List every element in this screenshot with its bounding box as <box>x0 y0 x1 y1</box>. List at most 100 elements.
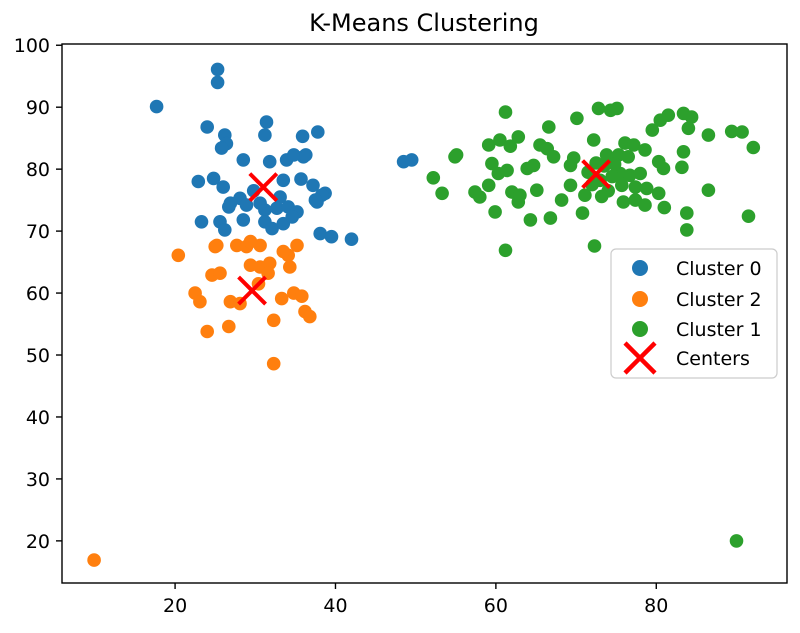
data-point-cluster-1 <box>639 181 654 196</box>
data-point-cluster-0 <box>265 221 279 236</box>
data-point-cluster-1 <box>638 143 652 157</box>
data-point-cluster-1 <box>566 151 581 165</box>
data-point-cluster-0 <box>216 180 230 194</box>
data-point-cluster-0 <box>236 153 251 167</box>
data-point-cluster-0 <box>206 171 221 186</box>
legend-label-centers: Centers <box>676 348 750 370</box>
legend-label-cluster-1: Cluster 1 <box>676 319 762 341</box>
data-point-cluster-0 <box>210 75 225 90</box>
data-point-cluster-0 <box>262 154 277 169</box>
data-point-cluster-1 <box>591 101 606 116</box>
data-point-cluster-1 <box>615 178 629 193</box>
x-axis-tick-label: 60 <box>484 595 508 617</box>
data-point-cluster-1 <box>656 161 671 176</box>
data-point-cluster-2 <box>266 356 281 371</box>
data-point-cluster-1 <box>594 189 609 204</box>
data-point-cluster-0 <box>285 210 300 224</box>
x-axis-tick-label: 40 <box>323 595 347 617</box>
data-point-cluster-1 <box>680 206 694 220</box>
data-point-cluster-1 <box>546 150 561 164</box>
data-point-cluster-2 <box>274 291 289 306</box>
axes-layer: 20 40 60 80 20 30 40 50 60 70 80 90 100 <box>14 35 788 617</box>
data-point-cluster-1 <box>587 239 602 253</box>
data-point-cluster-0 <box>324 229 339 244</box>
data-point-cluster-2 <box>210 238 224 253</box>
data-point-cluster-1 <box>488 205 502 219</box>
data-point-cluster-1 <box>701 128 716 142</box>
y-axis-tick-label: 90 <box>26 97 50 119</box>
data-point-cluster-1 <box>435 186 449 201</box>
data-point-cluster-0 <box>194 215 209 229</box>
data-point-cluster-2 <box>200 324 214 339</box>
data-point-cluster-1 <box>599 148 614 162</box>
legend-label-cluster-0: Cluster 0 <box>676 258 762 280</box>
data-point-cluster-1 <box>735 125 749 139</box>
data-point-cluster-0 <box>311 125 325 139</box>
data-point-cluster-0 <box>214 141 229 155</box>
data-point-cluster-1 <box>627 138 641 152</box>
data-point-cluster-2 <box>283 260 297 274</box>
data-point-cluster-1 <box>481 138 496 152</box>
data-point-cluster-1 <box>675 160 689 175</box>
y-axis-tick-label: 40 <box>26 407 50 429</box>
cluster-center-marker <box>237 275 267 306</box>
data-point-cluster-1 <box>684 110 699 124</box>
data-point-cluster-1 <box>523 213 538 227</box>
data-point-cluster-1 <box>586 133 601 147</box>
data-point-cluster-1 <box>653 113 668 127</box>
data-point-cluster-2 <box>290 238 304 253</box>
data-point-cluster-1 <box>589 156 603 170</box>
data-point-cluster-1 <box>530 183 544 197</box>
data-point-cluster-0 <box>287 148 301 162</box>
legend-dot-icon-cluster-1 <box>632 321 648 337</box>
data-point-cluster-0 <box>295 129 310 144</box>
data-point-cluster-2 <box>87 553 101 567</box>
legend-dot-icon-cluster-2 <box>632 291 648 307</box>
data-point-cluster-1 <box>645 123 660 137</box>
data-point-cluster-0 <box>253 196 267 210</box>
data-point-cluster-2 <box>171 248 186 263</box>
data-point-cluster-1 <box>701 183 716 197</box>
data-point-cluster-2 <box>295 289 309 304</box>
data-point-cluster-0 <box>308 193 323 207</box>
y-axis-tick-label: 50 <box>26 345 50 367</box>
data-point-cluster-0 <box>299 148 313 162</box>
data-point-cluster-1 <box>481 178 496 193</box>
data-point-cluster-1 <box>449 148 464 162</box>
data-point-cluster-0 <box>294 172 308 186</box>
data-point-cluster-1 <box>680 223 694 237</box>
y-axis-tick-label: 100 <box>14 35 50 57</box>
data-point-cluster-1 <box>623 168 637 183</box>
y-axis-tick-label: 30 <box>26 469 50 491</box>
x-axis-tick-label: 20 <box>163 595 187 617</box>
data-point-cluster-2 <box>276 244 291 259</box>
data-point-cluster-1 <box>542 120 556 134</box>
data-point-cluster-1 <box>724 124 739 139</box>
data-point-cluster-0 <box>210 62 225 77</box>
data-point-cluster-1 <box>570 111 584 126</box>
data-point-cluster-1 <box>511 195 526 209</box>
data-point-cluster-1 <box>741 209 756 223</box>
data-point-cluster-0 <box>149 99 164 114</box>
data-point-cluster-1 <box>638 198 652 212</box>
cluster-center-marker <box>248 172 279 203</box>
data-point-cluster-1 <box>651 186 666 201</box>
data-point-cluster-1 <box>563 178 578 193</box>
data-point-cluster-0 <box>258 128 272 142</box>
data-point-cluster-1 <box>511 130 526 144</box>
data-point-cluster-1 <box>578 188 592 202</box>
data-point-cluster-1 <box>616 195 631 209</box>
data-point-cluster-0 <box>239 198 254 212</box>
y-axis-tick-label: 60 <box>26 283 50 305</box>
data-point-cluster-0 <box>404 153 419 167</box>
data-point-cluster-0 <box>306 178 320 193</box>
data-point-cluster-2 <box>222 319 236 334</box>
data-point-cluster-0 <box>259 115 274 129</box>
chart-title: K-Means Clustering <box>309 9 539 37</box>
data-point-cluster-1 <box>503 139 518 153</box>
data-point-cluster-1 <box>426 171 441 185</box>
data-point-cluster-1 <box>485 156 499 171</box>
data-point-cluster-1 <box>729 534 744 548</box>
